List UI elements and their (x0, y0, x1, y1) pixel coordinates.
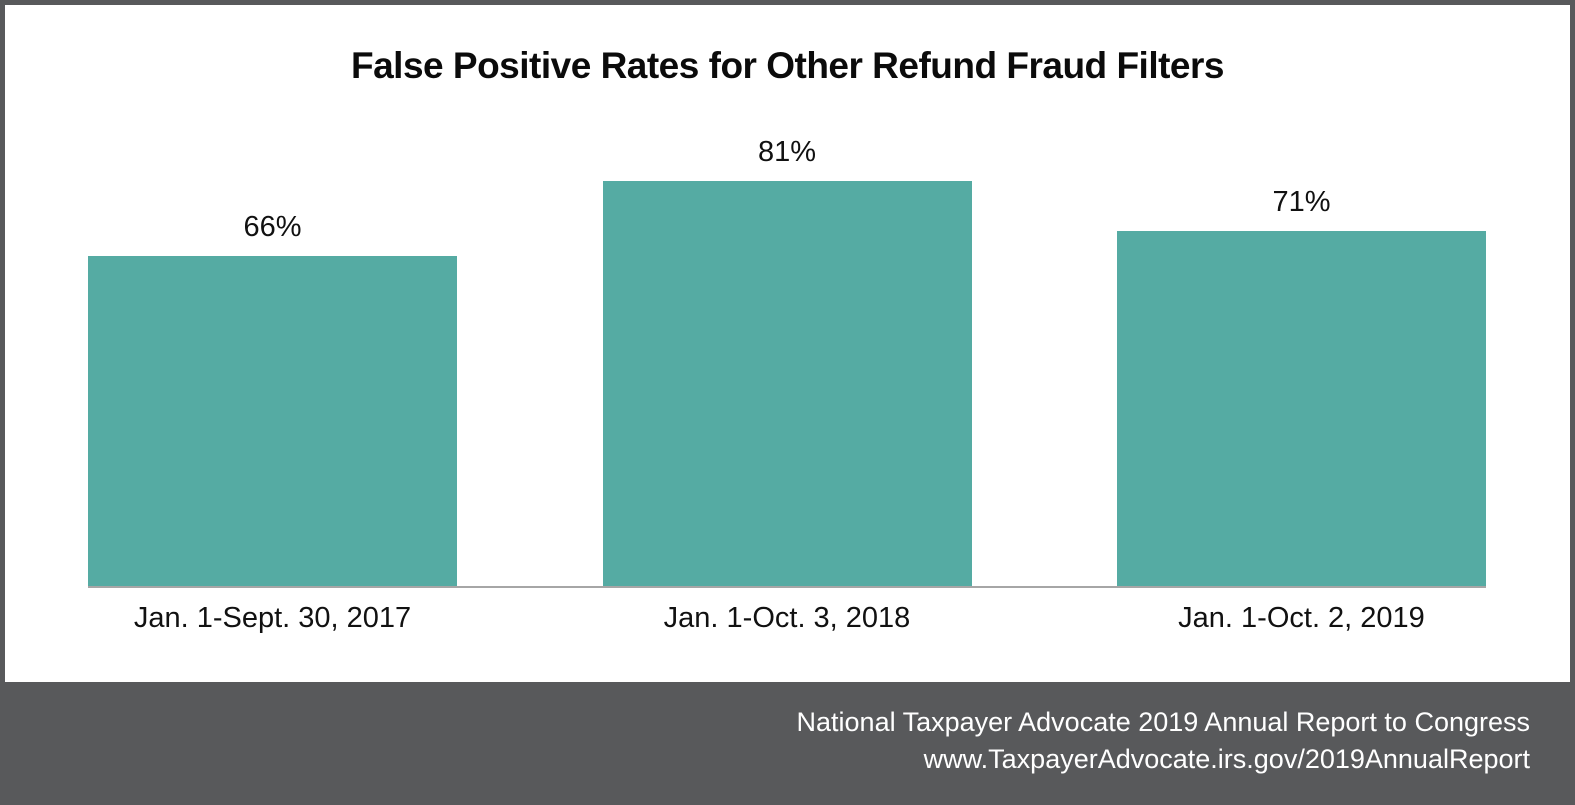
x-axis-label-2018: Jan. 1-Oct. 3, 2018 (663, 601, 911, 634)
x-axis-label-2019: Jan. 1-Oct. 2, 2019 (1178, 601, 1425, 634)
footer-source-line: National Taxpayer Advocate 2019 Annual R… (796, 707, 1530, 737)
footer-url-line: www.TaxpayerAdvocate.irs.gov/2019AnnualR… (923, 744, 1530, 774)
x-axis-label-2017: Jan. 1-Sept. 30, 2017 (133, 601, 412, 634)
bar-group-2017: 66% (88, 210, 457, 586)
bar-2019 (1117, 230, 1486, 586)
x-axis-labels: Jan. 1-Sept. 30, 2017 Jan. 1-Oct. 3, 201… (88, 588, 1486, 636)
bar-value-label-2019: 71% (1272, 185, 1331, 218)
plot-area: 66% 81% 71% (88, 135, 1486, 588)
source-footer: National Taxpayer Advocate 2019 Annual R… (5, 682, 1570, 800)
chart-title: False Positive Rates for Other Refund Fr… (351, 45, 1224, 86)
bar-2017 (88, 255, 457, 586)
bar-group-2019: 71% (1117, 185, 1486, 586)
bar-value-label-2017: 66% (243, 210, 302, 243)
bar-chart: False Positive Rates for Other Refund Fr… (5, 5, 1570, 682)
bar-group-2018: 81% (602, 135, 972, 586)
bar-value-label-2018: 81% (757, 135, 817, 168)
bar-2018 (602, 180, 972, 586)
